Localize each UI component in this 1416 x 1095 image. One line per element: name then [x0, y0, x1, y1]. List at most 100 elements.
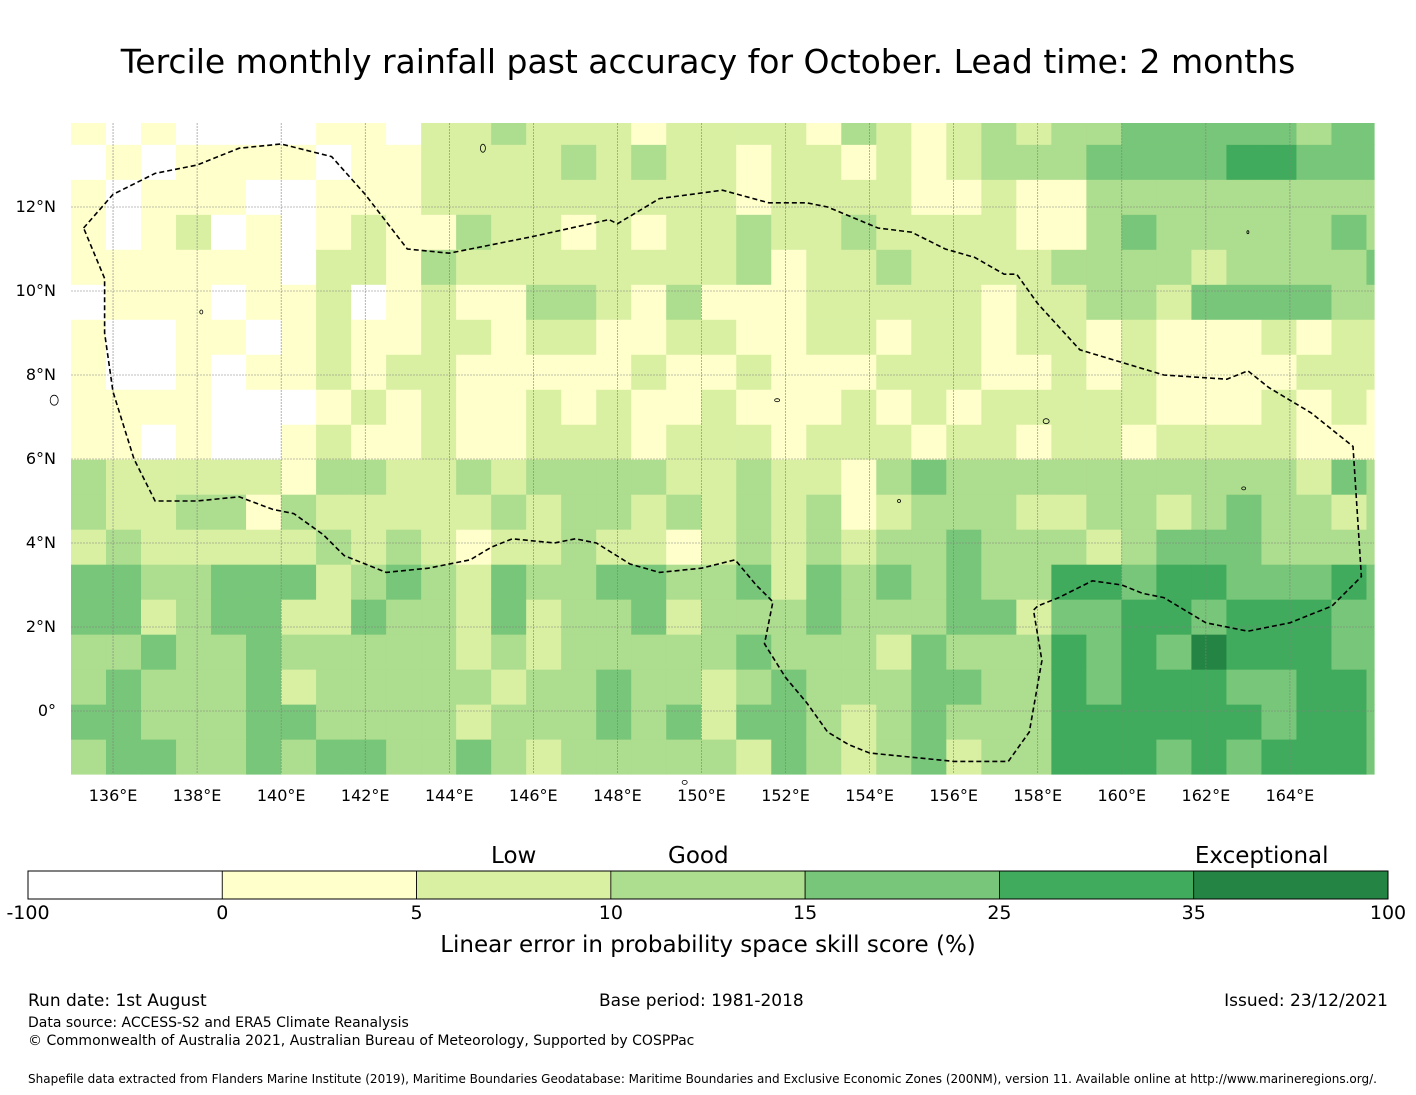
grid-cell	[876, 669, 912, 705]
grid-cell	[946, 144, 982, 180]
grid-cell	[456, 494, 492, 530]
grid-cell	[701, 599, 737, 635]
grid-cell	[1016, 669, 1052, 705]
latitude-tick-label: 0°	[37, 701, 56, 720]
grid-cell	[1261, 249, 1298, 285]
grid-cell	[1156, 599, 1193, 635]
grid-cell	[1226, 123, 1263, 145]
grid-cell	[141, 424, 177, 460]
grid-cell	[456, 214, 492, 250]
grid-cell	[1261, 459, 1298, 495]
longitude-tick-label: 136°E	[88, 786, 138, 805]
grid-cell	[456, 354, 492, 390]
grid-cell	[526, 599, 562, 635]
grid-cell	[456, 123, 492, 145]
grid-cell	[946, 389, 982, 425]
grid-cell	[491, 564, 527, 600]
grid-cell	[981, 249, 1017, 285]
shapefile-credit: Shapefile data extracted from Flanders M…	[28, 1072, 1377, 1086]
grid-cell	[1261, 354, 1298, 390]
grid-cell	[1086, 459, 1122, 495]
grid-cell	[981, 529, 1017, 565]
grid-cell	[701, 214, 737, 250]
grid-cell	[421, 249, 457, 285]
grid-cell	[1366, 144, 1375, 180]
grid-cell	[1191, 389, 1228, 425]
grid-cell	[701, 529, 737, 565]
grid-cell	[561, 214, 597, 250]
grid-cell	[526, 459, 562, 495]
grid-cell	[141, 249, 177, 285]
grid-cell	[141, 564, 177, 600]
grid-cell	[1121, 319, 1157, 355]
grid-cell	[1051, 144, 1087, 180]
grid-cell	[736, 739, 772, 775]
grid-cell	[946, 529, 982, 565]
grid-cell	[1086, 494, 1122, 530]
grid-cell	[281, 669, 317, 705]
grid-cell	[246, 529, 282, 565]
grid-cell	[911, 144, 947, 180]
grid-cell	[71, 249, 107, 285]
grid-cell	[1016, 354, 1052, 390]
grid-cell	[806, 214, 842, 250]
grid-cell	[1051, 564, 1087, 600]
grid-cell	[1121, 249, 1157, 285]
grid-cell	[631, 564, 667, 600]
grid-cell	[176, 634, 212, 670]
grid-cell	[1226, 214, 1263, 250]
grid-cell	[1366, 634, 1375, 670]
grid-cell	[1331, 424, 1368, 460]
colorbar-tick-label: -100	[6, 902, 50, 924]
grid-cell	[106, 739, 142, 775]
grid-cell	[631, 494, 667, 530]
grid-cell	[1016, 634, 1052, 670]
grid-cell	[981, 599, 1017, 635]
grid-cell	[1296, 529, 1333, 565]
grid-cell	[211, 529, 247, 565]
grid-cell	[1121, 564, 1157, 600]
grid-cell	[176, 179, 212, 215]
grid-cell	[386, 249, 422, 285]
grid-cell	[1226, 179, 1263, 215]
grid-cell	[911, 599, 947, 635]
grid-cell	[1261, 739, 1298, 775]
grid-cell	[491, 354, 527, 390]
grid-cell	[176, 529, 212, 565]
grid-cell	[736, 634, 772, 670]
grid-cell	[911, 179, 947, 215]
grid-cell	[1331, 144, 1368, 180]
grid-cell	[1261, 599, 1298, 635]
grid-cell	[1261, 634, 1298, 670]
grid-cell	[316, 123, 352, 145]
grid-cell	[1261, 144, 1298, 180]
grid-cell	[666, 319, 702, 355]
grid-cell	[876, 214, 912, 250]
grid-cell	[946, 704, 982, 740]
issued-date: Issued: 23/12/2021	[1224, 991, 1388, 1011]
grid-cell	[911, 739, 947, 775]
grid-cell	[771, 424, 807, 460]
grid-cell	[631, 284, 667, 320]
grid-cell	[526, 123, 562, 145]
colorbar-tick-label: 100	[1369, 902, 1407, 924]
grid-cell	[176, 739, 212, 775]
grid-cell	[351, 214, 387, 250]
grid-cell	[1191, 354, 1228, 390]
grid-cell	[1086, 354, 1122, 390]
grid-cell	[841, 634, 877, 670]
grid-cell	[561, 704, 597, 740]
grid-cell	[1156, 424, 1193, 460]
grid-cell	[1121, 599, 1157, 635]
longitude-tick-label: 142°E	[340, 786, 390, 805]
grid-cell	[946, 214, 982, 250]
grid-cell	[1366, 459, 1375, 495]
grid-cell	[176, 249, 212, 285]
grid-cell	[771, 529, 807, 565]
island-outline	[681, 780, 688, 785]
grid-cell	[701, 123, 737, 145]
grid-cell	[1296, 354, 1333, 390]
grid-cell	[596, 739, 632, 775]
longitude-tick-label: 158°E	[1013, 786, 1063, 805]
grid-cell	[281, 249, 317, 285]
